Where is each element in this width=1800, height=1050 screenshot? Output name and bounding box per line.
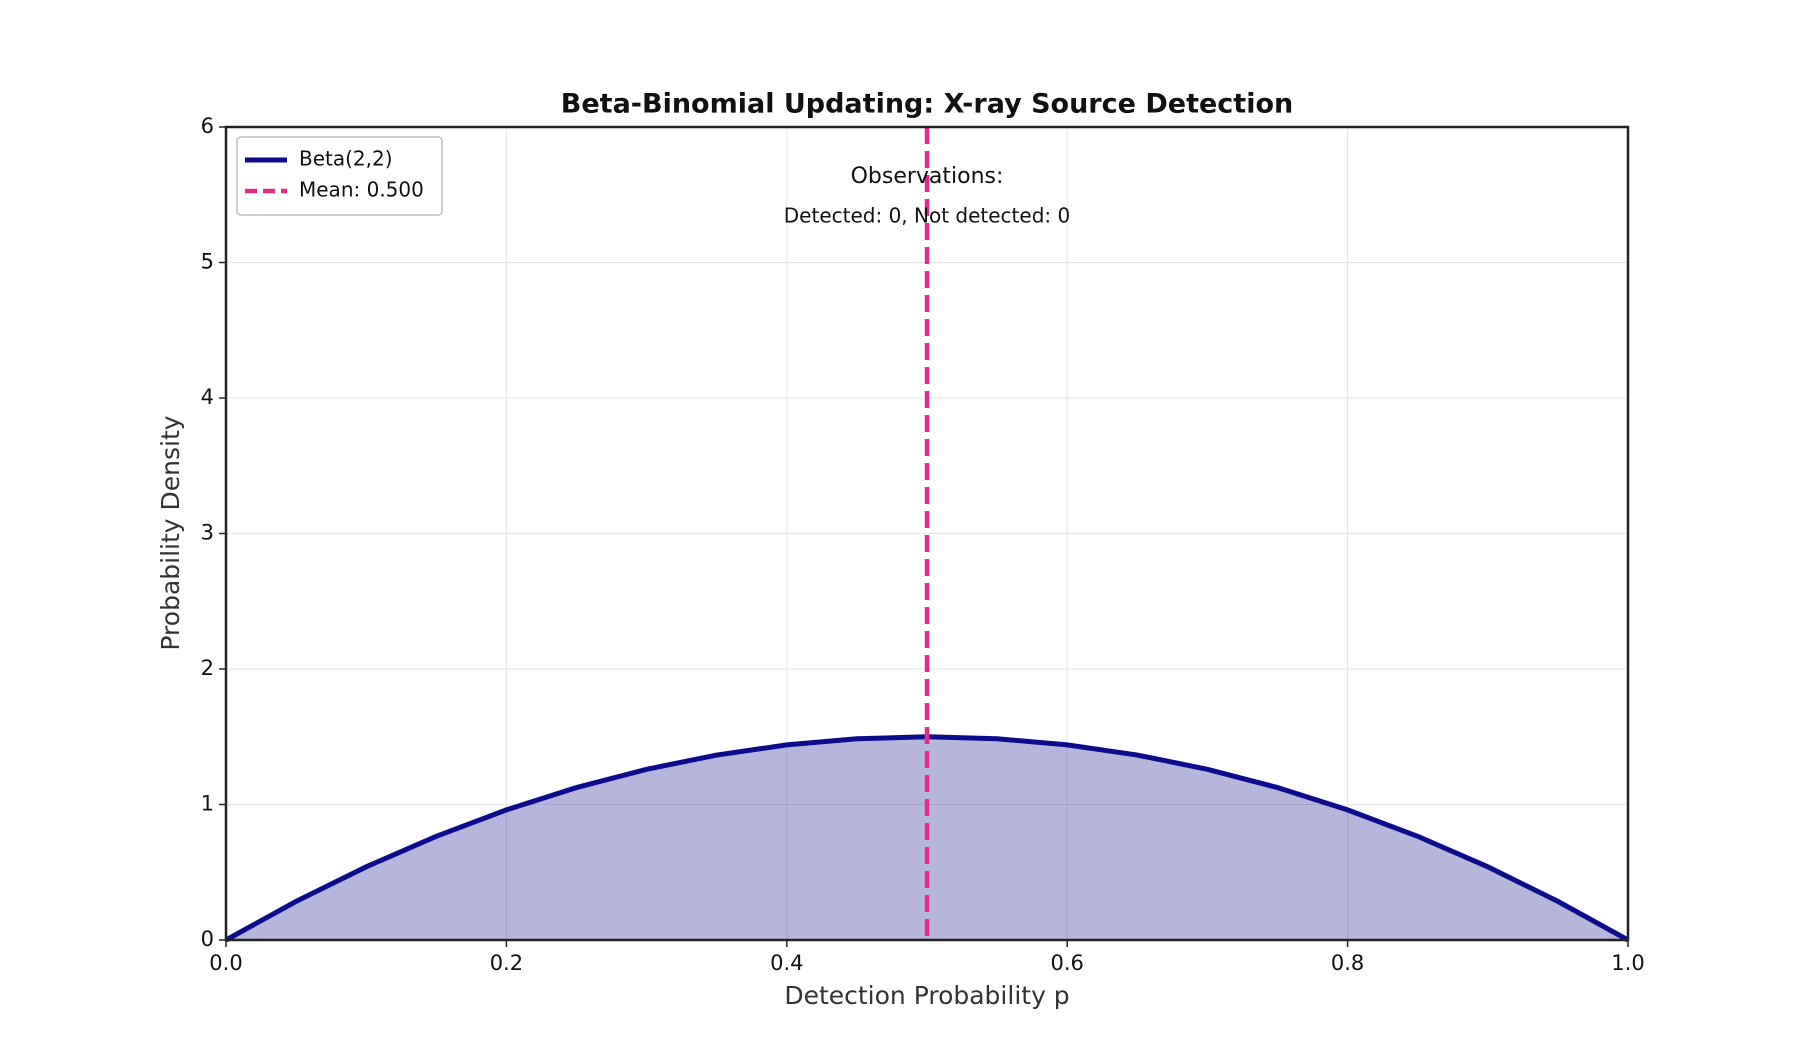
x-tick-label: 1.0 bbox=[1611, 951, 1644, 975]
annotation: Detected: 0, Not detected: 0 bbox=[784, 204, 1070, 228]
y-tick-label: 4 bbox=[201, 385, 214, 409]
y-tick-label: 3 bbox=[201, 521, 214, 545]
y-tick-label: 5 bbox=[201, 250, 214, 274]
x-tick-label: 0.0 bbox=[209, 951, 242, 975]
legend-box bbox=[236, 136, 443, 216]
plot-frame bbox=[224, 125, 1630, 942]
legend-label: Beta(2,2) bbox=[299, 147, 393, 171]
x-tick-label: 0.6 bbox=[1050, 951, 1083, 975]
chart-title: Beta-Binomial Updating: X-ray Source Det… bbox=[561, 89, 1293, 120]
legend-label: Mean: 0.500 bbox=[299, 178, 424, 202]
annotation: Observations: bbox=[851, 164, 1004, 189]
y-tick-label: 6 bbox=[201, 114, 214, 138]
x-tick-label: 0.4 bbox=[770, 951, 803, 975]
x-tick-label: 0.8 bbox=[1331, 951, 1364, 975]
y-axis-label: Probability Density bbox=[156, 415, 185, 650]
y-tick-label: 2 bbox=[201, 656, 214, 680]
y-tick-label: 1 bbox=[201, 792, 214, 816]
x-tick-label: 0.2 bbox=[490, 951, 523, 975]
legend: Beta(2,2) Mean: 0.500 bbox=[236, 136, 443, 216]
x-axis-label: Detection Probability p bbox=[784, 981, 1069, 1010]
y-tick-label: 0 bbox=[201, 927, 214, 951]
